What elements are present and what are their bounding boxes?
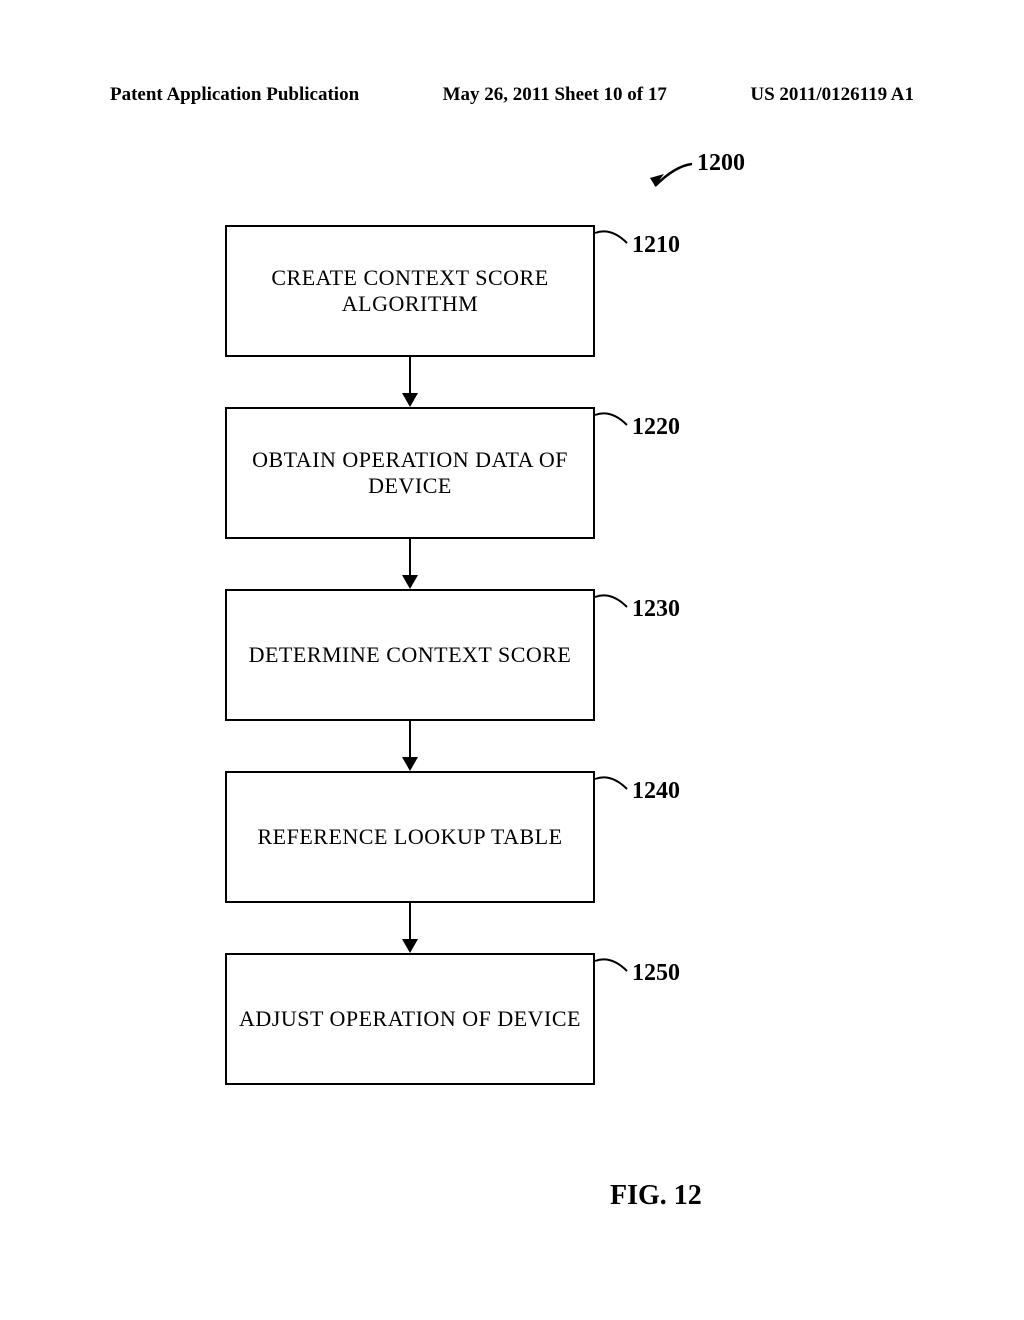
flowchart-arrow: [402, 903, 418, 953]
figure-caption: FIG. 12: [610, 1180, 702, 1212]
leader-line-1250: [593, 953, 633, 983]
header-center: May 26, 2011 Sheet 10 of 17: [443, 84, 667, 106]
leader-line-1210: [593, 225, 633, 255]
flowchart-box-reference-lookup-table: REFERENCE LOOKUP TABLE: [225, 771, 595, 903]
box-label: REFERENCE LOOKUP TABLE: [257, 824, 562, 850]
leader-line-1240: [593, 771, 633, 801]
flowchart-arrow: [402, 539, 418, 589]
flowchart-arrow: [402, 721, 418, 771]
reference-label-1250: 1250: [632, 960, 680, 987]
box-label: CREATE CONTEXT SCORE ALGORITHM: [235, 265, 585, 317]
box-label: OBTAIN OPERATION DATA OF DEVICE: [235, 447, 585, 499]
flowchart-box-create-context-score: CREATE CONTEXT SCORE ALGORITHM: [225, 225, 595, 357]
figure-number-leader-arrow: [640, 158, 700, 198]
figure-reference-number: 1200: [697, 150, 745, 177]
reference-label-1230: 1230: [632, 596, 680, 623]
flowchart-box-determine-context-score: DETERMINE CONTEXT SCORE: [225, 589, 595, 721]
page-header: Patent Application Publication May 26, 2…: [110, 84, 914, 106]
reference-label-1220: 1220: [632, 414, 680, 441]
box-label: DETERMINE CONTEXT SCORE: [249, 642, 572, 668]
leader-line-1220: [593, 407, 633, 437]
reference-label-1210: 1210: [632, 232, 680, 259]
flowchart-box-adjust-operation: ADJUST OPERATION OF DEVICE: [225, 953, 595, 1085]
leader-line-1230: [593, 589, 633, 619]
reference-label-1240: 1240: [632, 778, 680, 805]
header-right: US 2011/0126119 A1: [750, 84, 914, 106]
flowchart-box-obtain-operation-data: OBTAIN OPERATION DATA OF DEVICE: [225, 407, 595, 539]
box-label: ADJUST OPERATION OF DEVICE: [239, 1006, 581, 1032]
flowchart-arrow: [402, 357, 418, 407]
header-left: Patent Application Publication: [110, 84, 359, 106]
